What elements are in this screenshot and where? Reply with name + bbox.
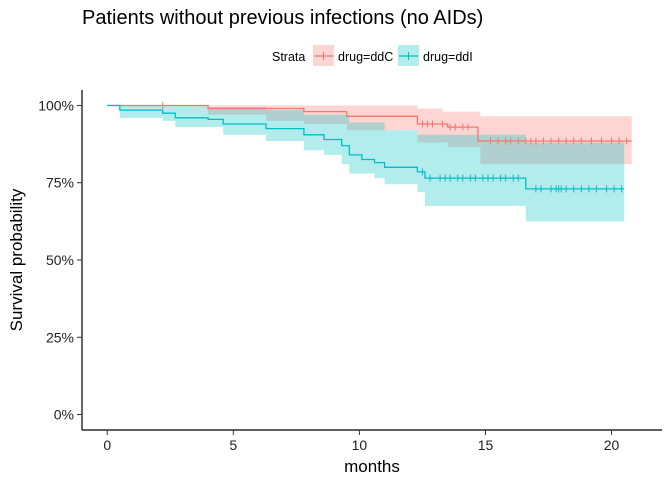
legend-label-ddC: drug=ddC (338, 50, 393, 64)
y-tick-label: 75% (46, 175, 74, 191)
y-tick-label: 100% (38, 97, 74, 113)
confidence-band-1 (107, 105, 625, 222)
y-tick-label: 25% (46, 329, 74, 345)
x-tick-label: 10 (352, 437, 368, 453)
chart-title: Patients without previous infections (no… (82, 7, 483, 29)
survival-curve-0 (107, 104, 632, 142)
x-axis-title: months (344, 457, 400, 476)
x-tick-label: 15 (478, 437, 494, 453)
x-axis-ticks: 0 5 10 15 20 (103, 430, 620, 453)
x-tick-label: 5 (229, 437, 237, 453)
legend: Strata drug=ddC drug=ddI (272, 45, 473, 66)
survival-curve-1 (107, 104, 625, 190)
y-axis-title: Survival probability (7, 188, 26, 331)
y-tick-label: 50% (46, 252, 74, 268)
y-axis-ticks: 0% 25% 50% 75% 100% (38, 97, 82, 423)
y-tick-label: 0% (54, 407, 74, 423)
plot-area (107, 101, 632, 222)
x-tick-label: 20 (604, 437, 620, 453)
x-tick-label: 0 (103, 437, 111, 453)
legend-title: Strata (272, 50, 305, 64)
confidence-band-0 (107, 105, 632, 165)
legend-label-ddI: drug=ddI (423, 50, 473, 64)
